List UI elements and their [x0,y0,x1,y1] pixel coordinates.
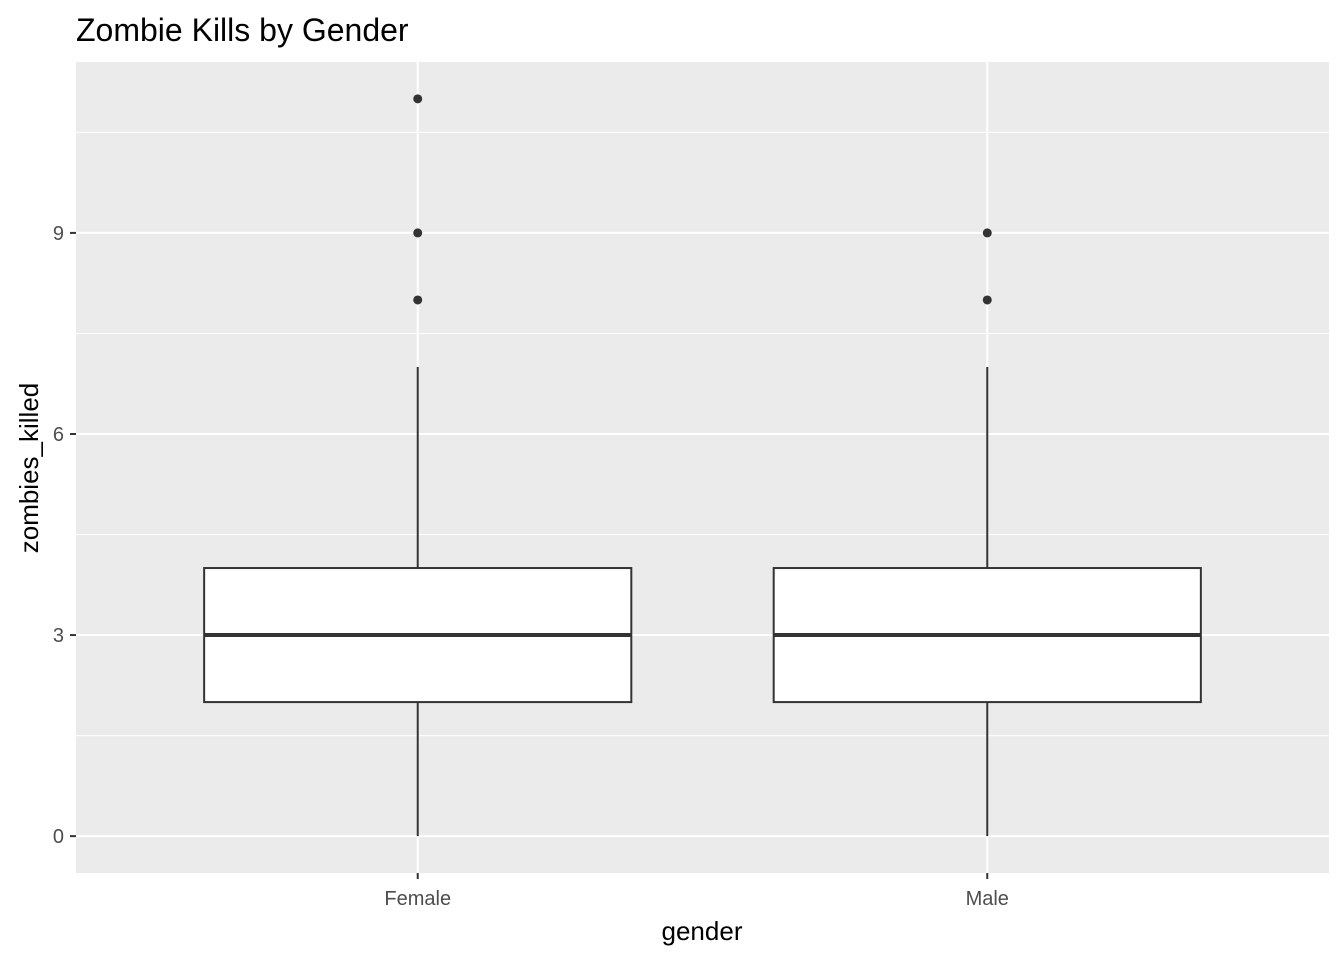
y-axis-title: zombies_killed [14,383,44,554]
x-axis-title: gender [662,916,743,946]
x-tick-label: Male [966,888,1009,910]
minor-gridlines [76,131,1329,737]
y-tick-label: 0 [53,826,64,848]
chart-title: Zombie Kills by Gender [76,12,409,48]
x-axis: Female Male [384,873,1009,910]
y-tick-label: 6 [53,424,64,446]
outlier-point [413,94,423,104]
plot-panel [76,62,1329,873]
outlier-point [982,228,992,238]
box-female [203,94,633,837]
outlier-point [413,228,423,238]
x-tick-label: Female [384,888,451,910]
box-male [772,228,1202,837]
outlier-point [413,295,423,305]
y-tick-label: 9 [53,223,64,245]
y-axis: 0 3 6 9 [53,223,76,848]
boxes-layer [203,94,1202,837]
outlier-point [982,295,992,305]
y-tick-label: 3 [53,625,64,647]
